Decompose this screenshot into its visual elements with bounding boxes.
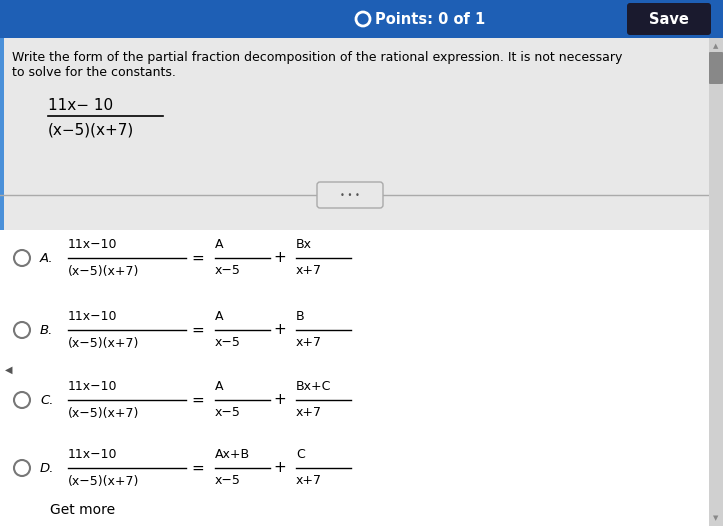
Text: Write the form of the partial fraction decomposition of the rational expression.: Write the form of the partial fraction d… — [12, 50, 623, 64]
Text: (x−5)(x+7): (x−5)(x+7) — [68, 265, 140, 278]
Text: Bx: Bx — [296, 238, 312, 251]
Text: ▲: ▲ — [714, 43, 719, 49]
Text: =: = — [192, 322, 205, 338]
Text: 11x−10: 11x−10 — [68, 449, 118, 461]
Text: B.: B. — [40, 323, 54, 337]
Text: • • •: • • • — [340, 190, 360, 199]
Text: Ax+B: Ax+B — [215, 449, 250, 461]
FancyBboxPatch shape — [709, 52, 723, 84]
Text: to solve for the constants.: to solve for the constants. — [12, 66, 176, 79]
Text: Points: 0 of 1: Points: 0 of 1 — [375, 12, 485, 26]
Bar — [0, 38, 4, 230]
Text: =: = — [192, 392, 205, 408]
Text: +: + — [273, 392, 286, 408]
Text: +: + — [273, 460, 286, 476]
Text: (x−5)(x+7): (x−5)(x+7) — [68, 407, 140, 420]
Text: x+7: x+7 — [296, 407, 322, 420]
Text: Bx+C: Bx+C — [296, 380, 331, 393]
Text: +: + — [273, 322, 286, 338]
Text: +: + — [273, 250, 286, 266]
Text: 11x−10: 11x−10 — [68, 310, 118, 323]
Circle shape — [14, 392, 30, 408]
Text: Get more: Get more — [50, 503, 115, 517]
Text: A.: A. — [40, 251, 54, 265]
Bar — [0, 0, 723, 38]
Text: x−5: x−5 — [215, 337, 241, 349]
Text: x−5: x−5 — [215, 407, 241, 420]
Bar — [0, 230, 709, 526]
Text: (x−5)(x+7): (x−5)(x+7) — [48, 123, 134, 137]
Bar — [0, 38, 723, 230]
Text: x−5: x−5 — [215, 265, 241, 278]
Text: Save: Save — [649, 12, 689, 26]
Text: 11x− 10: 11x− 10 — [48, 97, 113, 113]
Text: 11x−10: 11x−10 — [68, 238, 118, 251]
Text: (x−5)(x+7): (x−5)(x+7) — [68, 474, 140, 488]
Text: ▼: ▼ — [714, 515, 719, 521]
Text: C.: C. — [40, 393, 54, 407]
Text: x+7: x+7 — [296, 337, 322, 349]
Circle shape — [14, 460, 30, 476]
Text: A: A — [215, 238, 223, 251]
Text: B: B — [296, 310, 304, 323]
Text: 11x−10: 11x−10 — [68, 380, 118, 393]
Circle shape — [14, 322, 30, 338]
Text: x+7: x+7 — [296, 265, 322, 278]
Text: (x−5)(x+7): (x−5)(x+7) — [68, 337, 140, 349]
Text: D.: D. — [40, 461, 54, 474]
Text: =: = — [192, 460, 205, 476]
Text: A: A — [215, 310, 223, 323]
Bar — [709, 38, 723, 526]
Text: =: = — [192, 250, 205, 266]
Text: x−5: x−5 — [215, 474, 241, 488]
Text: A: A — [215, 380, 223, 393]
Circle shape — [14, 250, 30, 266]
Text: x+7: x+7 — [296, 474, 322, 488]
FancyBboxPatch shape — [627, 3, 711, 35]
Text: ◀: ◀ — [5, 365, 12, 375]
Text: C: C — [296, 449, 305, 461]
FancyBboxPatch shape — [317, 182, 383, 208]
